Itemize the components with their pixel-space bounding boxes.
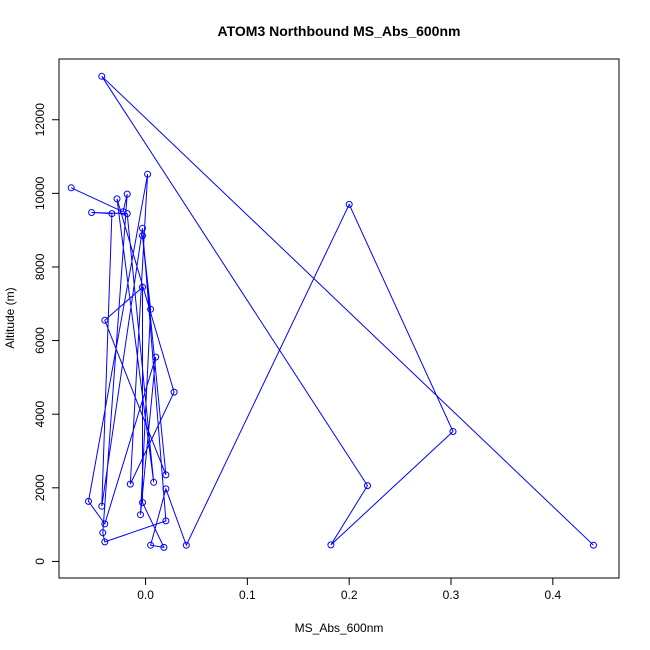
data-point <box>113 195 121 203</box>
data-point <box>137 511 144 519</box>
y-tick-label: 0 <box>33 558 47 565</box>
y-tick-label: 2000 <box>33 474 47 501</box>
data-point <box>99 529 107 537</box>
series-layer <box>67 72 597 551</box>
x-tick-label: 0.0 <box>137 588 154 602</box>
data-point <box>119 208 127 216</box>
data-point <box>123 210 131 218</box>
data-point <box>98 72 106 80</box>
y-tick-label: 6000 <box>33 327 47 354</box>
chart-title: ATOM3 Northbound MS_Abs_600nm <box>218 23 461 39</box>
x-axis-label: MS_Abs_600nm <box>295 621 384 635</box>
series-line <box>70 75 594 549</box>
data-point <box>449 428 457 435</box>
data-point <box>108 210 116 218</box>
data-point <box>144 170 152 178</box>
y-tick-label: 12000 <box>33 103 47 137</box>
x-tick-label: 0.3 <box>443 588 460 602</box>
data-point <box>88 209 96 216</box>
x-axis: 0.0 0.1 0.2 0.3 0.4 <box>137 577 561 602</box>
data-point <box>126 480 134 488</box>
y-tick-label: 10000 <box>33 176 47 210</box>
data-point <box>85 497 92 505</box>
data-point <box>150 478 158 486</box>
data-point <box>162 517 170 525</box>
data-point <box>123 190 131 198</box>
y-tick-label: 4000 <box>33 401 47 428</box>
data-point <box>101 520 109 528</box>
data-point <box>162 471 170 479</box>
data-point <box>345 200 353 208</box>
data-point <box>590 541 597 549</box>
data-point <box>139 224 146 232</box>
x-tick-label: 0.1 <box>239 588 256 602</box>
data-point <box>162 485 170 493</box>
data-point <box>139 232 146 240</box>
data-point <box>152 353 160 361</box>
data-point <box>67 184 75 192</box>
data-point <box>182 541 190 549</box>
y-tick-label: 8000 <box>33 253 47 280</box>
data-point <box>170 388 178 396</box>
x-tick-label: 0.4 <box>544 588 561 602</box>
data-point <box>160 543 168 551</box>
data-point <box>147 305 155 313</box>
y-axis-label: Altitude (m) <box>3 287 17 348</box>
data-point <box>147 541 155 549</box>
data-point <box>98 502 106 510</box>
data-point <box>139 283 146 291</box>
x-tick-label: 0.2 <box>341 588 358 602</box>
data-point <box>364 482 371 490</box>
data-point <box>101 538 109 546</box>
data-point <box>327 541 335 549</box>
data-point <box>101 316 109 324</box>
y-axis: 0 2000 4000 6000 8000 10000 12000 <box>33 103 60 565</box>
data-point <box>139 499 146 506</box>
